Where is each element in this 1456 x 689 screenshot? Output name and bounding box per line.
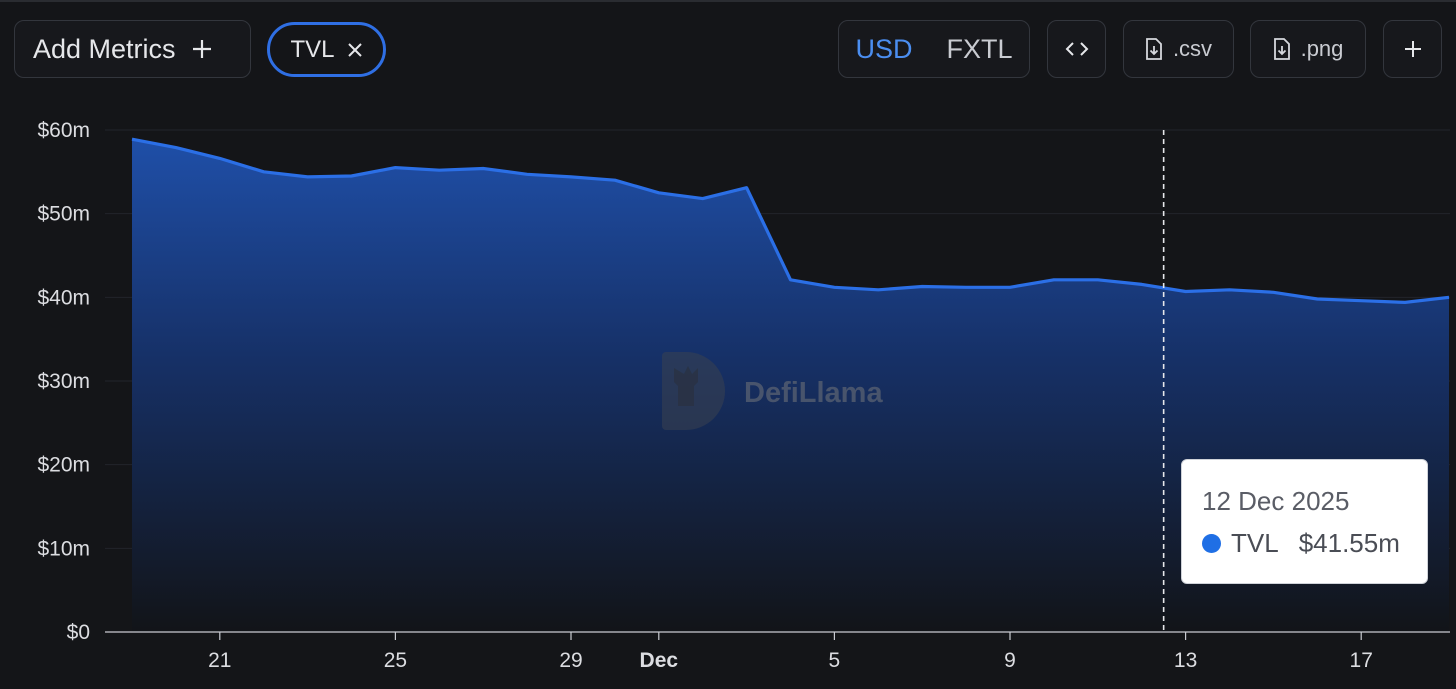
add-metrics-button[interactable]: Add Metrics <box>14 20 251 78</box>
plus-icon <box>192 39 212 59</box>
y-tick-label: $30m <box>37 370 90 393</box>
x-tick-label: 21 <box>208 649 231 672</box>
tooltip-series-row: TVL $41.55m <box>1202 528 1400 559</box>
download-csv-button[interactable]: .csv <box>1123 20 1234 78</box>
tooltip-series-name: TVL <box>1231 528 1279 558</box>
unit-usd-option[interactable]: USD <box>855 33 913 64</box>
x-tick-label: Dec <box>640 649 679 672</box>
plus-icon <box>1404 40 1422 58</box>
x-tick-label: 5 <box>829 649 841 672</box>
x-tick-label: 25 <box>384 649 407 672</box>
x-tick-label: 13 <box>1174 649 1197 672</box>
add-chart-button[interactable] <box>1383 20 1442 78</box>
x-tick-label: 17 <box>1350 649 1373 672</box>
tooltip-value: $41.55m <box>1298 528 1400 558</box>
y-tick-label: $60m <box>37 119 90 142</box>
metric-chip-label: TVL <box>290 35 335 63</box>
metric-chip-tvl[interactable]: TVL <box>267 22 386 77</box>
y-tick-label: $40m <box>37 286 90 309</box>
y-tick-label: $10m <box>37 537 90 560</box>
download-png-button[interactable]: .png <box>1250 20 1366 78</box>
y-tick-label: $0 <box>67 621 90 644</box>
tvl-area-fill <box>132 139 1449 632</box>
x-axis-ticks: 21 25 29 Dec 5 9 13 17 <box>208 632 1373 672</box>
x-tick-label: 29 <box>559 649 582 672</box>
tooltip-date: 12 Dec 2025 <box>1202 486 1350 516</box>
y-axis-ticks: $0 $10m $20m $30m $40m $50m $60m <box>37 119 90 644</box>
series-color-dot <box>1202 534 1221 553</box>
file-download-icon <box>1273 38 1291 60</box>
add-metrics-label: Add Metrics <box>33 33 176 64</box>
png-label: .png <box>1300 36 1344 61</box>
code-icon <box>1065 41 1089 57</box>
embed-button[interactable] <box>1047 20 1106 78</box>
watermark: DefiLlama <box>662 352 883 430</box>
tvl-series-line <box>131 137 1450 304</box>
csv-label: .csv <box>1172 36 1213 61</box>
y-tick-label: $50m <box>37 203 90 226</box>
file-download-icon <box>1145 38 1163 60</box>
unit-toggle: USD FXTL <box>838 20 1030 78</box>
top-border <box>0 0 1456 2</box>
chart-tooltip: 12 Dec 2025 TVL $41.55m <box>1181 459 1428 584</box>
y-tick-label: $20m <box>37 454 90 477</box>
unit-fxtl-option[interactable]: FXTL <box>946 33 1013 64</box>
watermark-text: DefiLlama <box>744 377 883 409</box>
x-tick-label: 9 <box>1004 649 1016 672</box>
close-icon[interactable] <box>347 42 363 58</box>
